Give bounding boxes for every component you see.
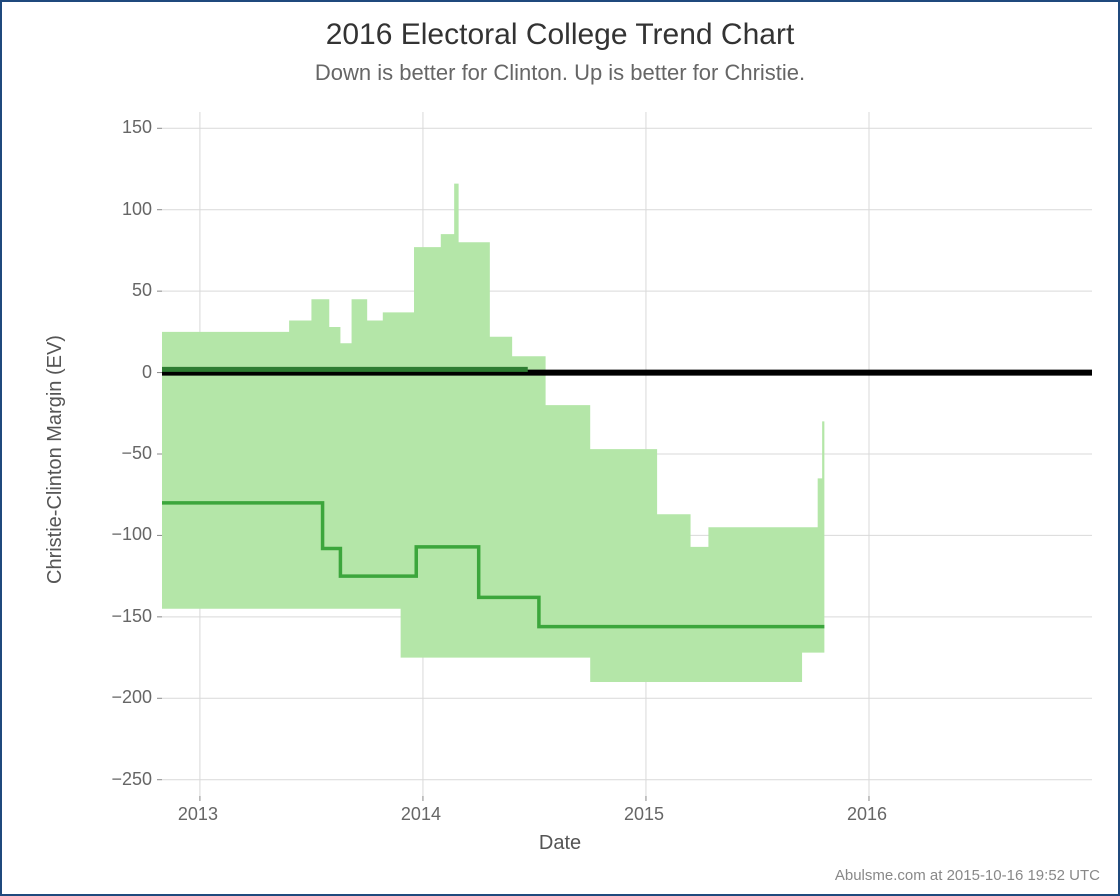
y-tick-label: −100	[92, 524, 152, 545]
y-axis-label: Christie-Clinton Margin (EV)	[44, 335, 67, 584]
x-tick-label: 2015	[624, 804, 664, 825]
chart-subtitle: Down is better for Clinton. Up is better…	[2, 60, 1118, 86]
x-tick-label: 2016	[847, 804, 887, 825]
y-tick-label: −50	[92, 443, 152, 464]
y-tick-label: 150	[92, 117, 152, 138]
y-tick-label: 50	[92, 280, 152, 301]
chart-footer: Abulsme.com at 2015-10-16 19:52 UTC	[835, 867, 1100, 884]
chart-frame: 2016 Electoral College Trend Chart Down …	[0, 0, 1120, 896]
y-tick-label: 100	[92, 199, 152, 220]
x-tick-label: 2013	[178, 804, 218, 825]
y-tick-label: −200	[92, 687, 152, 708]
y-tick-label: −250	[92, 769, 152, 790]
y-tick-label: −150	[92, 606, 152, 627]
x-axis-label: Date	[2, 832, 1118, 855]
y-tick-label: 0	[92, 362, 152, 383]
chart-title: 2016 Electoral College Trend Chart	[2, 18, 1118, 52]
plot-area	[162, 112, 1092, 796]
x-tick-label: 2014	[401, 804, 441, 825]
